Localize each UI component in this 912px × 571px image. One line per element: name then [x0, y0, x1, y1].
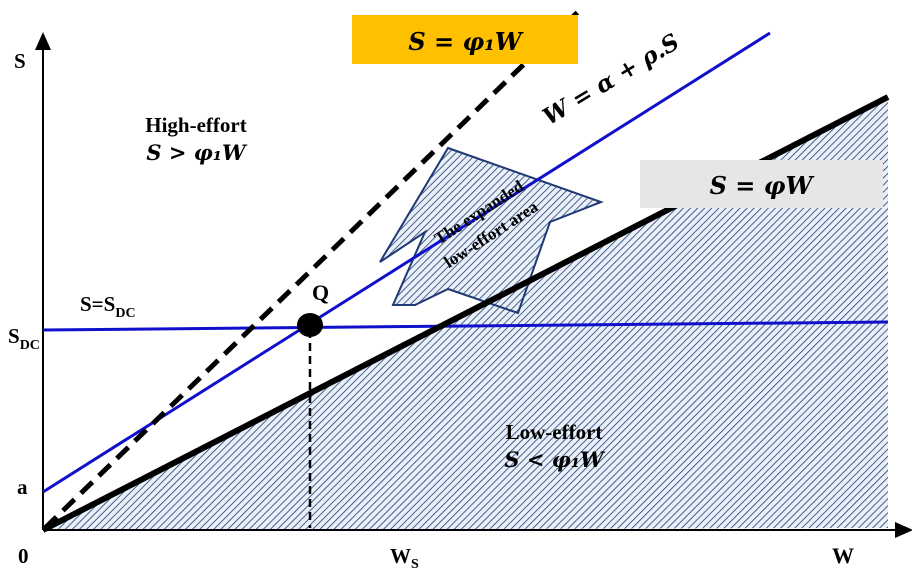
point-q: [297, 313, 323, 337]
origin-label: 0: [18, 544, 29, 568]
phi-label-box: [640, 160, 883, 208]
phi1-label: S = φ₁W: [408, 27, 523, 56]
low-effort-title: Low-effort: [506, 420, 603, 444]
high-effort-title: High-effort: [145, 113, 246, 137]
sdc-axis-label: SDC: [8, 324, 40, 353]
high-effort-condition: S > φ₁W: [146, 140, 248, 165]
phi1-label-box: [352, 15, 578, 64]
sdc-line: [42, 320, 889, 332]
x-axis-label: W: [832, 543, 854, 568]
ws-label: WS: [390, 544, 419, 571]
sdc-line-label: S=SDC: [80, 292, 136, 321]
y-axis-label: S: [14, 49, 26, 73]
expanded-area-arrow: [379, 146, 604, 315]
low-effort-condition: S < φ₁W: [504, 447, 606, 472]
phi-label: S = φW: [710, 171, 815, 200]
a-label: a: [17, 475, 28, 499]
point-q-label: Q: [312, 280, 329, 305]
